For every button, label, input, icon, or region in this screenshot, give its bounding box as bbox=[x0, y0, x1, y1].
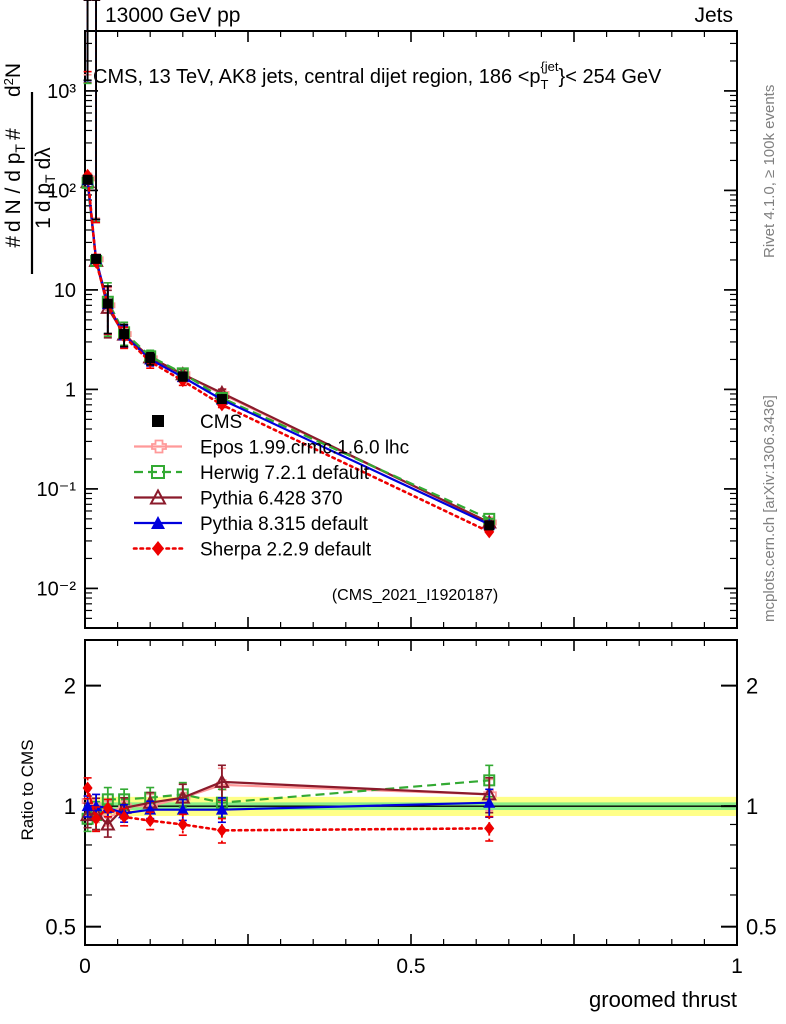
ratio-data-point bbox=[214, 773, 230, 788]
ratio-data-point bbox=[100, 816, 116, 831]
ratio-data-point bbox=[119, 810, 130, 824]
x-tick-label: 0 bbox=[79, 955, 91, 978]
ratio-y-tick-label: 1 bbox=[64, 794, 76, 819]
ratio-y-tick-label: 0.5 bbox=[45, 915, 76, 940]
legend-marker-1 bbox=[151, 439, 167, 454]
legend-label-1: Epos 1.99.crmc.1.6.0 lhc bbox=[200, 438, 409, 459]
y-axis-denominator-label: 1d pTdλ bbox=[32, 147, 58, 229]
legend-label-0: CMS bbox=[200, 412, 242, 433]
ratio-data-point bbox=[215, 803, 228, 815]
ratio-data-point bbox=[102, 801, 113, 815]
ratio-data-point bbox=[82, 781, 93, 795]
main-y-tick-label: 10⁻² bbox=[37, 578, 77, 600]
x-axis-label: groomed thrust bbox=[589, 987, 737, 1012]
legend-marker-0 bbox=[152, 415, 164, 427]
ratio-data-point bbox=[81, 800, 94, 812]
legend-marker-5 bbox=[152, 541, 164, 556]
main-data-point bbox=[102, 298, 113, 309]
header-right-label: Jets bbox=[694, 4, 733, 27]
main-data-point bbox=[216, 394, 227, 405]
ratio-data-point bbox=[79, 806, 96, 822]
ratio-y-tick-label-right: 1 bbox=[746, 794, 758, 819]
y-axis-label-ratio: Ratio to CMS bbox=[12, 690, 42, 890]
legend-marker-4 bbox=[151, 516, 165, 529]
main-y-tick-label: 10 bbox=[54, 280, 76, 302]
main-data-point bbox=[177, 371, 188, 382]
legend-label-5: Sherpa 2.2.9 default bbox=[200, 540, 372, 561]
main-data-point bbox=[82, 174, 93, 185]
main-y-tick-label: 10⁻¹ bbox=[37, 479, 77, 501]
main-frame bbox=[84, 30, 738, 629]
y-axis-label-main: #d N / d pT# 1d pTdλ d2N bbox=[0, 28, 70, 328]
ratio-data-point bbox=[176, 803, 189, 815]
main-y-tick-label: 10³ bbox=[47, 81, 76, 103]
dataset-watermark: (CMS_2021_I1920187) bbox=[332, 587, 498, 604]
legend-label-2: Herwig 7.2.1 default bbox=[200, 463, 370, 484]
plot-title: CMS, 13 TeV, AK8 jets, central dijet reg… bbox=[93, 59, 662, 92]
main-data-point bbox=[484, 520, 495, 531]
rivet-version-label: Rivet 4.1.0, ≥ 100k events bbox=[761, 85, 778, 258]
mcplots-source-label: mcplots.cern.ch [arXiv:1306.3436] bbox=[761, 395, 778, 622]
ratio-axis-label: Ratio to CMS bbox=[18, 739, 37, 840]
legend-label-4: Pythia 8.315 default bbox=[200, 514, 369, 535]
ratio-y-tick-label-right: 0.5 bbox=[746, 915, 777, 940]
x-tick-label: 0.5 bbox=[396, 955, 425, 978]
main-y-tick-label: 10² bbox=[47, 180, 76, 202]
y-axis-numerator-label: #d N / d pT# bbox=[2, 128, 28, 248]
main-series-line bbox=[86, 173, 491, 534]
ratio-data-point bbox=[483, 796, 496, 808]
main-data-point bbox=[145, 353, 156, 364]
ratio-data-point bbox=[177, 817, 188, 831]
legend-marker-2 bbox=[151, 465, 165, 479]
x-tick-label: 1 bbox=[731, 955, 743, 978]
ratio-series-line bbox=[87, 779, 490, 820]
legend-marker-3 bbox=[149, 488, 167, 505]
ratio-y-tick-label-right: 2 bbox=[746, 674, 758, 699]
ratio-data-point bbox=[484, 821, 495, 835]
ratio-y-tick-label: 2 bbox=[64, 674, 76, 699]
main-data-point bbox=[91, 253, 102, 264]
ratio-data-point bbox=[216, 823, 227, 837]
main-data-point bbox=[119, 329, 130, 340]
legend-label-3: Pythia 6.428 370 bbox=[200, 489, 343, 510]
side-labels: Rivet 4.1.0, ≥ 100k events mcplots.cern.… bbox=[748, 30, 786, 630]
ratio-data-point bbox=[91, 812, 102, 826]
header-left-label: 13000 GeV pp bbox=[105, 4, 240, 27]
ratio-data-point bbox=[145, 814, 156, 828]
main-y-tick-label: 1 bbox=[65, 379, 76, 401]
header-row: 13000 GeV pp Jets bbox=[0, 0, 786, 30]
y-axis-d2n-label: d2N bbox=[1, 63, 25, 97]
